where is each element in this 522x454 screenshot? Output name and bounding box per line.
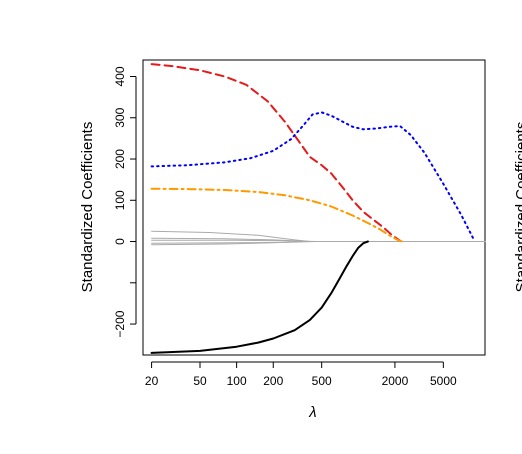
series-line-4 (151, 230, 311, 242)
x-axis: 20 50 100 200 500 2000 5000 (145, 361, 457, 388)
series-layer (150, 63, 486, 354)
y-tick-label: −200 (113, 310, 127, 337)
series-line-0 (150, 63, 401, 242)
y-tick-label: 200 (113, 149, 127, 169)
x-tick-label: 100 (227, 374, 247, 388)
series-line-6 (151, 239, 317, 242)
series-line-8 (151, 241, 317, 244)
x-tick-label: 2000 (382, 374, 409, 388)
y-tick-label: 400 (113, 66, 127, 86)
series-line-2 (150, 187, 404, 243)
y-tick-label: 0 (113, 238, 127, 245)
y-tick-label: 100 (113, 190, 127, 210)
x-tick-label: 200 (263, 374, 283, 388)
plot-frame (142, 59, 486, 356)
cut-off-right-label: Standardized Coefficients (513, 122, 522, 293)
x-tick-label: 20 (145, 374, 159, 388)
series-line-1 (150, 111, 476, 242)
x-tick-label: 500 (312, 374, 332, 388)
y-tick-label: 300 (113, 107, 127, 127)
y-axis-title: Standardized Coefficients (79, 122, 96, 293)
x-axis-title: λ (308, 404, 316, 421)
x-tick-label: 5000 (430, 374, 457, 388)
y-axis: −200 0 100 200 300 400 (113, 66, 137, 338)
series-line-3 (150, 240, 369, 354)
x-tick-label: 50 (193, 374, 207, 388)
